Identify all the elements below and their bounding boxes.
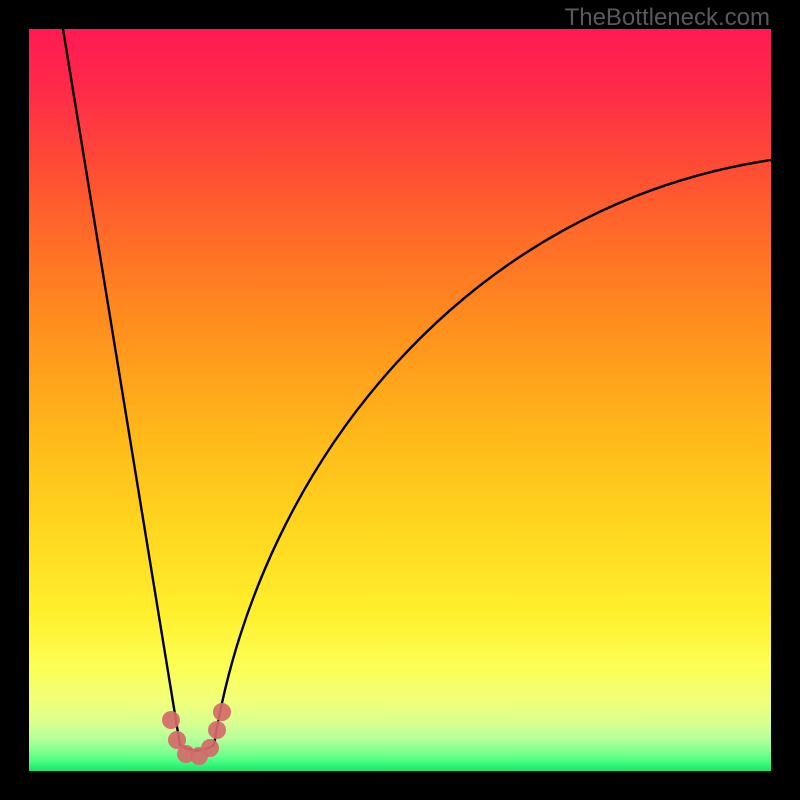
chart-svg-layer xyxy=(0,0,800,800)
chart-stage: TheBottleneck.com xyxy=(0,0,800,800)
valley-marker xyxy=(201,739,219,757)
watermark-text: TheBottleneck.com xyxy=(565,4,770,32)
bottleneck-curve xyxy=(63,29,771,751)
valley-marker xyxy=(213,703,231,721)
valley-marker xyxy=(208,721,226,739)
valley-marker-group xyxy=(162,703,231,765)
valley-marker xyxy=(162,711,180,729)
